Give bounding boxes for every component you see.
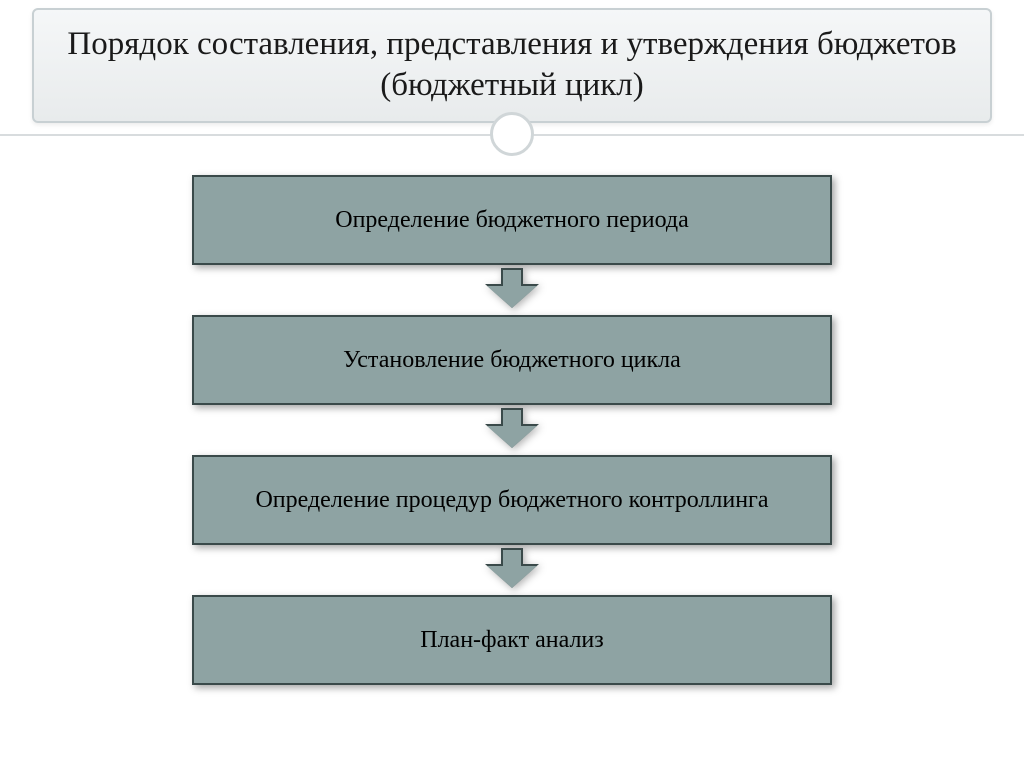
step-box-2: Установление бюджетного цикла [192, 315, 832, 405]
arrow-down-icon [487, 405, 537, 455]
step-box-3: Определение процедур бюджетного контролл… [192, 455, 832, 545]
step-label: Установление бюджетного цикла [343, 347, 681, 374]
flow-container: Определение бюджетного периода Установле… [182, 175, 842, 685]
connector-circle [490, 112, 534, 156]
title-box: Порядок составления, представления и утв… [32, 8, 992, 123]
step-box-4: План-факт анализ [192, 595, 832, 685]
arrow-down-icon [487, 545, 537, 595]
step-box-1: Определение бюджетного периода [192, 175, 832, 265]
step-label: Определение процедур бюджетного контролл… [255, 487, 768, 514]
step-label: Определение бюджетного периода [335, 207, 688, 234]
title-text: Порядок составления, представления и утв… [67, 26, 956, 103]
step-label: План-факт анализ [420, 627, 604, 654]
arrow-down-icon [487, 265, 537, 315]
